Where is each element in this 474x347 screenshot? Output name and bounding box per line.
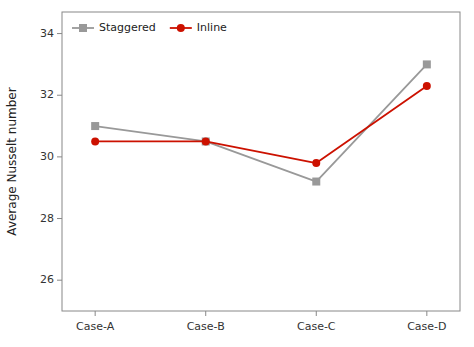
legend-item: Staggered: [72, 21, 156, 34]
series-line: [95, 86, 427, 163]
chart: 26 28 30 32 34 Case-A Case-B Case-C Case-D Averag…: [0, 0, 474, 347]
y-tick-label: 30: [40, 150, 54, 163]
x-tick-label: Case-A: [76, 320, 115, 333]
y-tick: [57, 156, 62, 157]
legend-item: Inline: [170, 21, 227, 34]
plot-frame: [62, 12, 460, 311]
legend-marker: [177, 24, 185, 32]
y-tick: [57, 218, 62, 219]
point-marker: [312, 178, 320, 186]
legend-label: Inline: [197, 21, 227, 34]
y-axis-label: Average Nusselt number: [5, 87, 19, 235]
y-tick-label: 28: [40, 212, 54, 225]
point-marker: [202, 137, 210, 145]
legend: Staggered Inline: [72, 21, 227, 34]
y-tick: [57, 95, 62, 96]
legend-marker: [79, 24, 87, 32]
x-tick-label: Case-B: [187, 320, 225, 333]
y-tick-label: 34: [40, 27, 54, 40]
x-tick-label: Case-D: [407, 320, 446, 333]
point-marker: [91, 137, 99, 145]
point-marker: [423, 82, 431, 90]
x-tick: [205, 311, 206, 316]
y-tick-label: 26: [40, 273, 54, 286]
legend-label: Staggered: [99, 21, 156, 34]
chart-container: 26 28 30 32 34 Case-A Case-B Case-C Case-D Averag…: [0, 0, 474, 347]
y-tick: [57, 280, 62, 281]
x-tick-label: Case-C: [297, 320, 336, 333]
point-marker: [312, 159, 320, 167]
series-line: [95, 64, 427, 181]
y-tick-label: 32: [40, 88, 54, 101]
plot-area: [91, 60, 431, 185]
x-tick: [95, 311, 96, 316]
x-tick: [426, 311, 427, 316]
point-marker: [423, 60, 431, 68]
point-marker: [202, 137, 210, 145]
point-marker: [91, 122, 99, 130]
y-tick: [57, 33, 62, 34]
x-tick: [316, 311, 317, 316]
